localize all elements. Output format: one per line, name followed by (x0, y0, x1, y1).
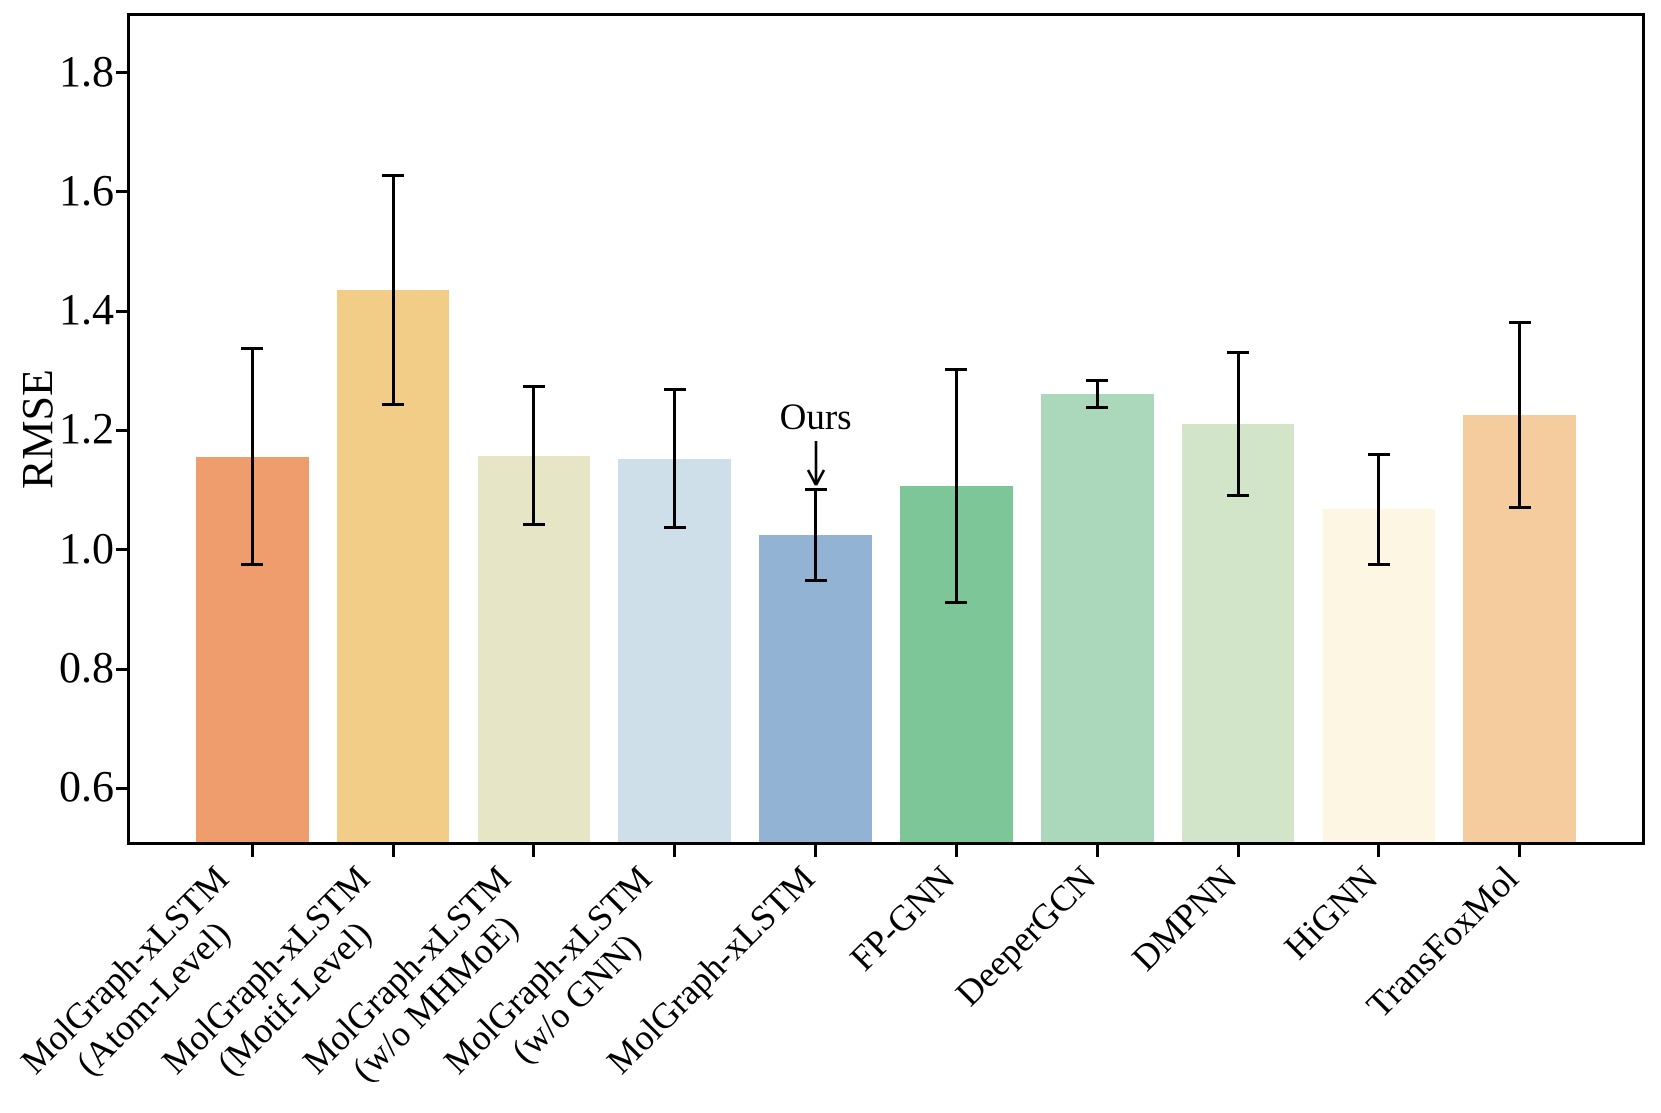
y-tick-label: 0.8 (59, 643, 114, 693)
error-bar-cap-top (241, 347, 264, 351)
y-tick-mark (116, 71, 127, 75)
x-tick-label: TransFoxMol (1358, 858, 1526, 1026)
error-bar-line (250, 348, 254, 565)
y-tick-mark (116, 548, 127, 552)
x-tick-mark (391, 845, 395, 857)
y-tick-mark (116, 786, 127, 790)
y-tick-label: 1.0 (59, 523, 114, 573)
x-tick-mark (814, 845, 818, 857)
y-tick-mark (116, 428, 127, 432)
x-tick-mark (954, 845, 958, 857)
error-bar-cap-bottom (804, 578, 827, 582)
x-tick-mark (250, 845, 254, 857)
error-bar-cap-bottom (1508, 505, 1531, 509)
error-bar-line (532, 386, 536, 525)
x-tick-mark (532, 845, 536, 857)
bar (1040, 394, 1154, 845)
error-bar-line (954, 369, 958, 603)
error-bar-cap-bottom (382, 402, 405, 406)
error-bar-cap-bottom (663, 526, 686, 530)
error-bar-line (673, 389, 677, 528)
error-bar-cap-top (804, 488, 827, 492)
x-tick-label: DeeperGCN (947, 858, 1104, 1014)
y-axis-title: RMSE (13, 369, 62, 489)
x-tick-label: FP-GNN (842, 858, 963, 979)
y-tick-label: 1.4 (59, 285, 114, 335)
error-bar-line (1095, 380, 1099, 408)
x-tick-mark (673, 845, 677, 857)
error-bar-line (1236, 352, 1240, 496)
plot-area (127, 13, 1645, 845)
annotation-text: Ours (779, 396, 852, 438)
error-bar-cap-top (1508, 321, 1531, 325)
x-tick-mark (1095, 845, 1099, 857)
error-bar-cap-top (1227, 350, 1250, 354)
error-bar-cap-top (1086, 379, 1109, 383)
y-tick-label: 1.6 (59, 166, 114, 216)
x-tick-mark (1377, 845, 1381, 857)
y-tick-label: 0.6 (59, 762, 114, 812)
error-bar-cap-bottom (522, 522, 545, 526)
y-tick-mark (116, 190, 127, 194)
error-bar-line (814, 489, 818, 581)
y-tick-mark (116, 309, 127, 313)
error-bar-cap-top (1367, 452, 1390, 456)
bar (759, 534, 872, 845)
error-bar-line (391, 175, 395, 405)
y-tick-label: 1.8 (59, 46, 114, 96)
y-tick-label: 1.2 (59, 404, 114, 454)
y-tick-mark (116, 667, 127, 671)
error-bar-cap-bottom (1086, 405, 1109, 409)
error-bar-cap-bottom (1227, 494, 1250, 497)
x-tick-mark (1518, 845, 1522, 857)
error-bar-cap-bottom (945, 600, 968, 604)
error-bar-cap-top (945, 368, 968, 372)
annotation-down-arrow-icon (806, 440, 825, 486)
error-bar-cap-top (663, 387, 686, 391)
error-bar-line (1377, 454, 1381, 565)
x-tick-mark (1236, 845, 1240, 857)
x-tick-label: DMPNN (1124, 858, 1245, 979)
error-bar-cap-top (382, 173, 405, 177)
error-bar-cap-top (522, 385, 545, 389)
x-tick-label: HiGNN (1276, 858, 1386, 967)
error-bar-cap-bottom (1367, 562, 1390, 566)
error-bar-line (1518, 322, 1522, 508)
error-bar-cap-bottom (241, 563, 264, 567)
